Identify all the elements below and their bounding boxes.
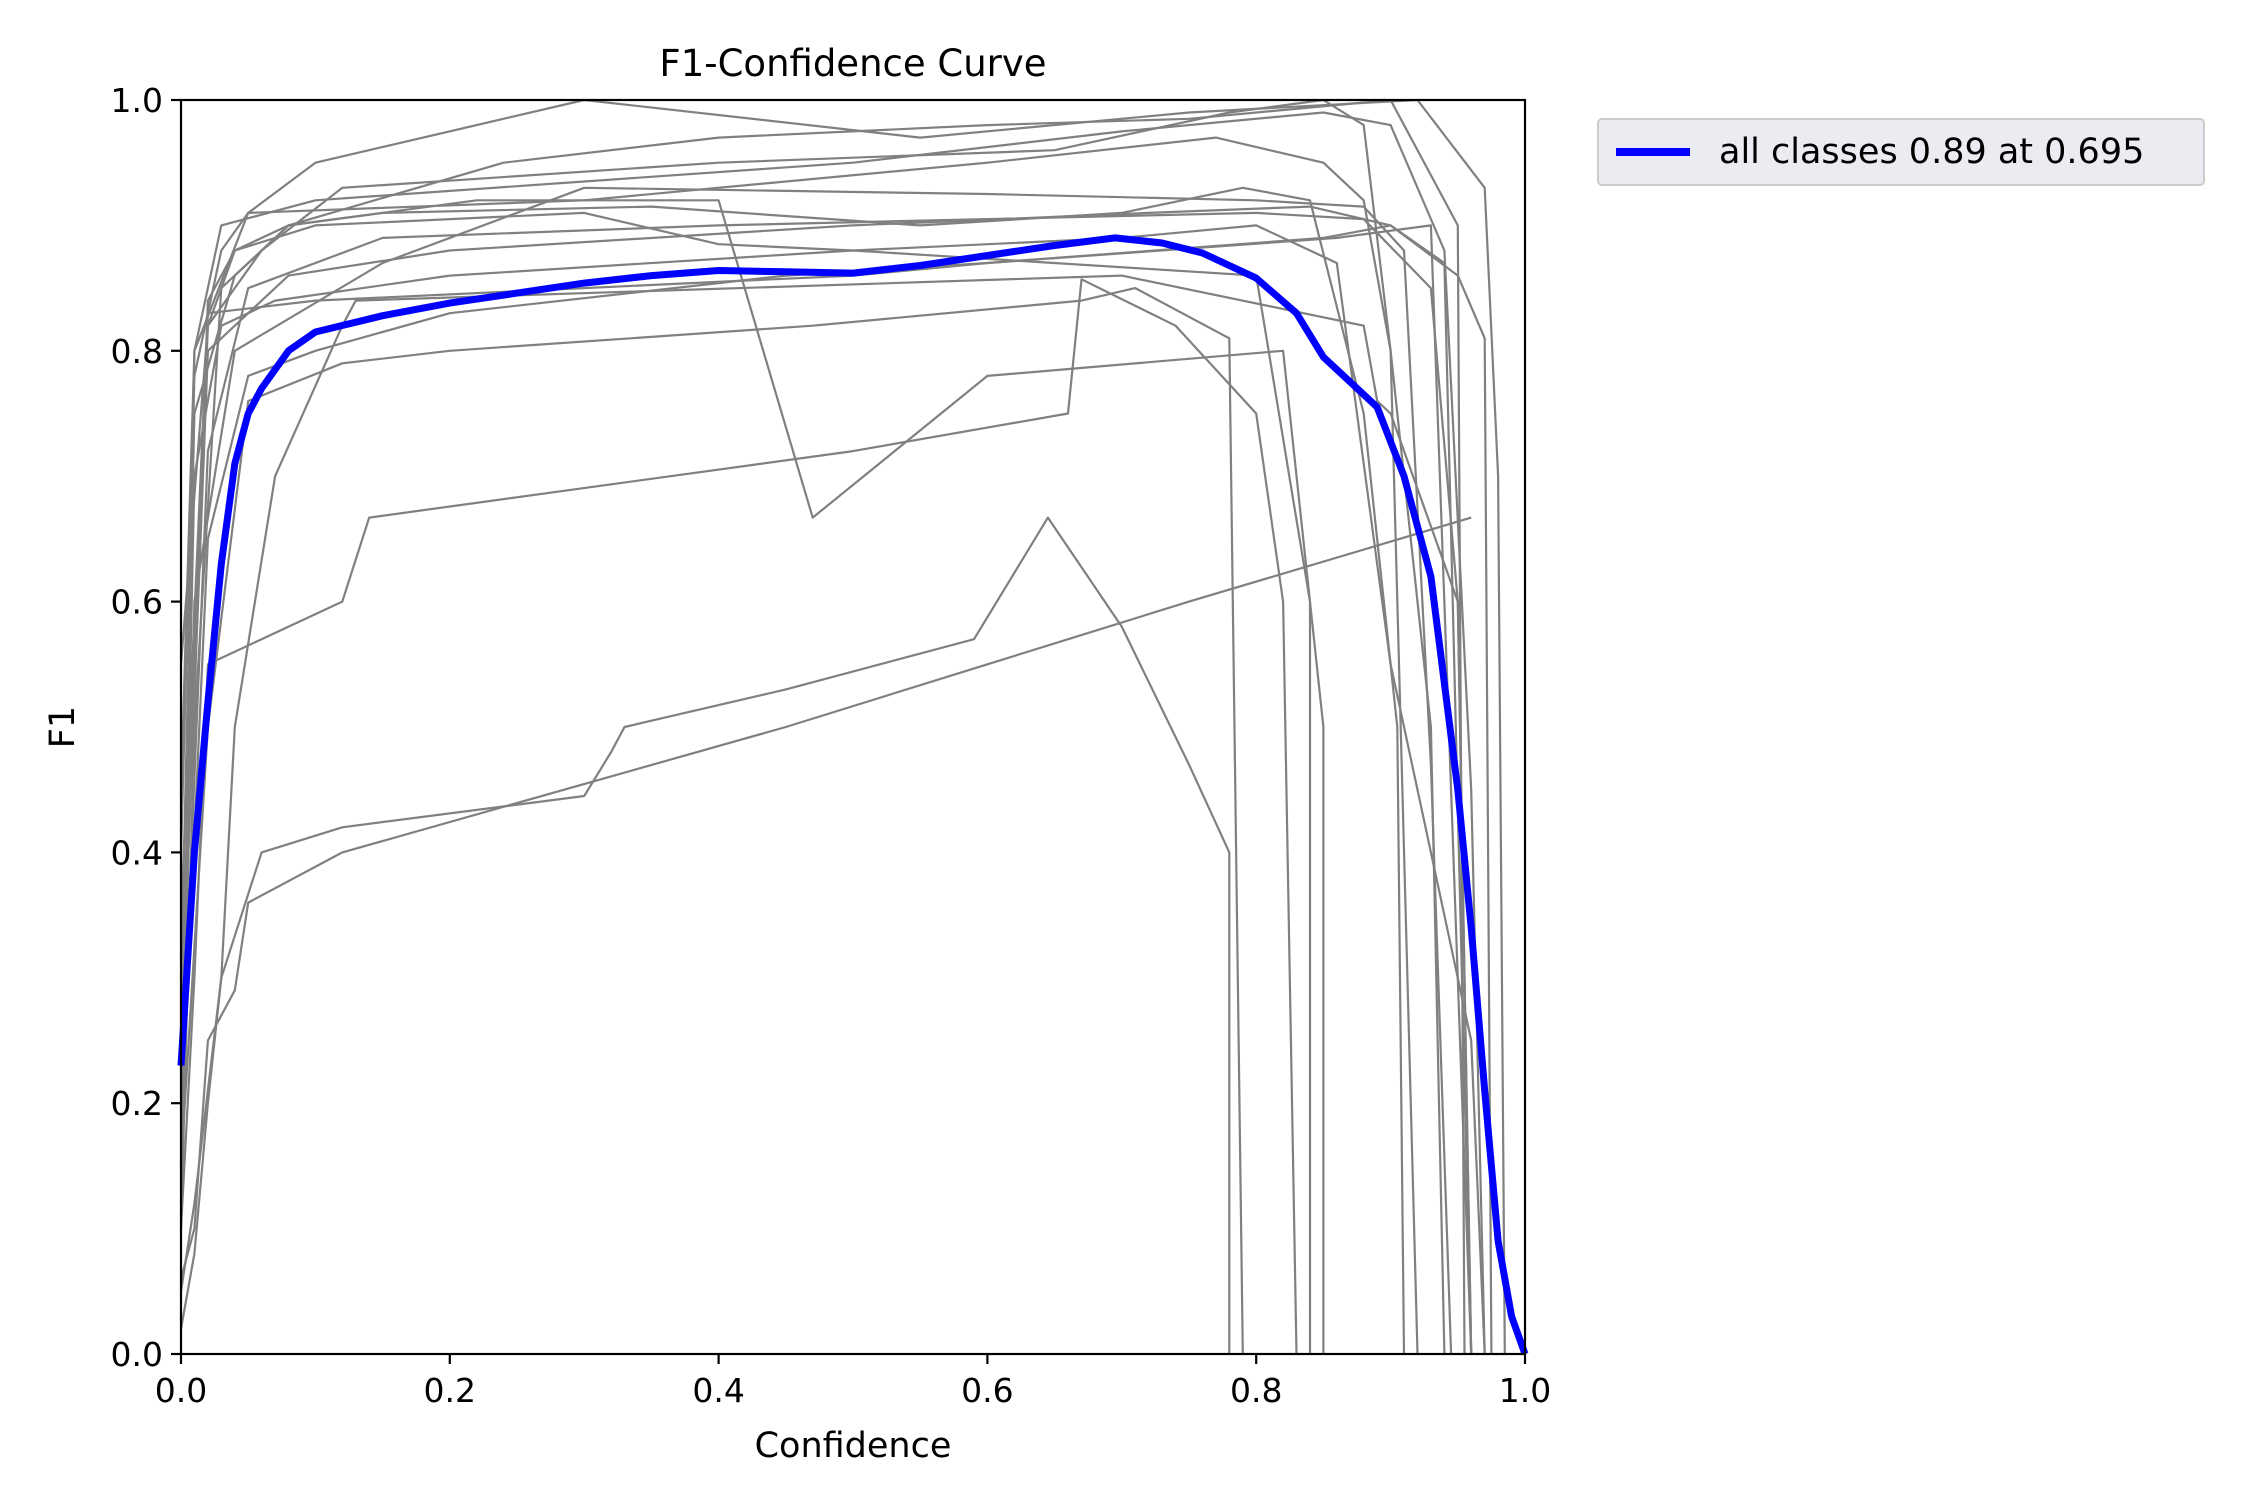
legend: all classes 0.89 at 0.695 bbox=[1597, 118, 2205, 186]
series-line-class-6 bbox=[179, 516, 1472, 1280]
series-line-class-10 bbox=[179, 98, 1446, 1355]
x-tick-label: 0.4 bbox=[692, 1371, 744, 1410]
y-tick-label: 1.0 bbox=[111, 81, 163, 120]
legend-box bbox=[1597, 118, 2205, 186]
x-tick-label: 0.8 bbox=[1230, 1371, 1282, 1410]
y-tick-label: 0.4 bbox=[111, 833, 163, 872]
chart-title: F1-Confidence Curve bbox=[659, 42, 1046, 85]
y-tick-label: 0.8 bbox=[111, 332, 163, 371]
series-line-class-19 bbox=[179, 274, 1473, 1355]
x-tick-label: 0.0 bbox=[155, 1371, 207, 1410]
y-tick-label: 0.0 bbox=[111, 1335, 163, 1374]
series-line-class-11 bbox=[179, 98, 1466, 1355]
series-line-class-17 bbox=[179, 186, 1406, 1355]
plot-frame bbox=[179, 98, 1527, 1356]
series-line-class-12 bbox=[179, 98, 1506, 1355]
y-tick-label: 0.6 bbox=[111, 583, 163, 622]
curves-layer bbox=[177, 98, 1529, 1356]
series-line-class-9 bbox=[179, 136, 1419, 1355]
series-line-class-1 bbox=[179, 111, 1486, 1355]
series-line-class-5 bbox=[179, 516, 1231, 1354]
x-tick-label: 0.6 bbox=[961, 1371, 1013, 1410]
x-axis-label: Confidence bbox=[755, 1426, 952, 1466]
series-line-class-3 bbox=[179, 287, 1244, 1355]
series-line-class-16 bbox=[179, 186, 1453, 1355]
legend-entry-all-classes: all classes 0.89 at 0.695 bbox=[1719, 132, 2144, 172]
x-tick-label: 1.0 bbox=[1499, 1371, 1551, 1410]
y-tick-label: 0.2 bbox=[111, 1084, 163, 1123]
series-line-class-4 bbox=[179, 278, 1298, 1355]
axis-ticks: 0.0 0.2 0.4 0.6 0.8 1.0 0.0 0.2 0.4 0.6 0.8 1.0 bbox=[111, 81, 1552, 1410]
y-axis-label: F1 bbox=[43, 706, 83, 748]
series-line-class-8 bbox=[179, 199, 1325, 1354]
series-line-all-classes bbox=[177, 234, 1529, 1356]
x-tick-label: 0.2 bbox=[424, 1371, 476, 1410]
series-line-class-18 bbox=[179, 224, 1473, 1355]
